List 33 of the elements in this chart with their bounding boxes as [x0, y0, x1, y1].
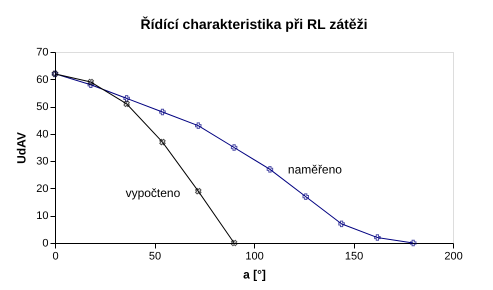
y-tick-label: 10: [36, 210, 48, 222]
x-tick-label: 150: [344, 250, 364, 262]
y-tick-label: 50: [36, 101, 48, 114]
point: [159, 108, 166, 116]
point: [266, 166, 274, 173]
y-tick-label: 20: [36, 182, 48, 195]
series-label: naměřeno: [288, 162, 342, 176]
y-tick-label: 70: [36, 46, 48, 58]
series-label: vypočteno: [126, 186, 181, 200]
point: [302, 193, 309, 200]
point: [410, 240, 416, 246]
point: [88, 78, 94, 86]
x-tick-label: 100: [245, 250, 264, 262]
y-tick-label: 60: [36, 74, 48, 86]
x-tick-label: 200: [444, 250, 463, 262]
point: [230, 144, 238, 151]
y-tick-label: 0: [42, 238, 48, 250]
chart-title: Řídící charakteristika při RL zátěži: [140, 16, 368, 32]
x-tick-label: 50: [148, 250, 162, 262]
y-tick-label: 40: [36, 128, 48, 140]
point: [123, 95, 130, 102]
point: [338, 220, 345, 228]
y-axis-title: UdAV: [14, 132, 28, 164]
point: [374, 234, 381, 241]
point: [195, 122, 202, 129]
x-tick-label: 0: [52, 250, 59, 262]
y-tick-label: 30: [36, 156, 48, 168]
point: [88, 82, 94, 88]
point: [195, 188, 202, 194]
point: [159, 138, 166, 146]
point: [230, 240, 238, 246]
x-axis-title: a [°]: [243, 268, 266, 282]
point: [123, 100, 130, 108]
